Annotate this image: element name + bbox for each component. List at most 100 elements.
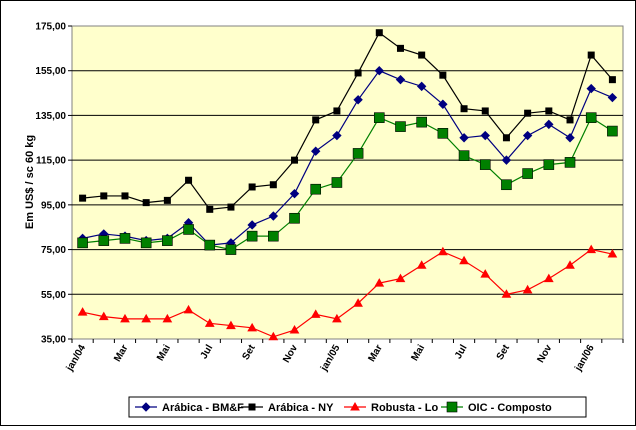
data-point — [354, 69, 362, 77]
data-point — [100, 192, 108, 200]
data-point — [502, 134, 510, 142]
data-point — [140, 237, 152, 249]
legend-marker — [350, 401, 360, 411]
data-point — [162, 235, 173, 246]
data-point — [543, 159, 555, 170]
y-axis-label: Em US$ / sc 60 kg — [24, 135, 36, 229]
legend-marker — [446, 401, 458, 413]
legend-marker — [141, 402, 151, 412]
y-tick-label: 115,00 — [36, 156, 66, 167]
data-point — [460, 105, 468, 113]
data-point — [395, 74, 406, 85]
legend-item: Robusta - Lo — [344, 401, 438, 414]
y-tick-label: 75,00 — [41, 245, 66, 256]
data-point — [458, 150, 470, 161]
legend-label: OIC - Composto — [468, 402, 552, 414]
data-point — [332, 130, 342, 141]
legend-marker — [248, 403, 256, 411]
gridlines — [72, 70, 623, 295]
data-point — [247, 220, 257, 230]
data-point — [522, 284, 533, 294]
plot-area — [71, 25, 624, 340]
data-point — [586, 83, 596, 94]
x-tick-label: Nov — [281, 343, 300, 365]
data-point — [438, 99, 448, 109]
data-point — [183, 224, 194, 235]
data-point — [142, 199, 150, 207]
data-point — [566, 116, 574, 124]
data-point — [226, 320, 236, 330]
data-point — [585, 112, 597, 123]
data-point — [375, 29, 383, 37]
data-point — [206, 205, 214, 213]
data-point — [77, 237, 88, 249]
legend-item: Arábica - BM&F — [135, 402, 244, 414]
data-point — [353, 298, 363, 307]
x-tick-label: Nov — [535, 343, 554, 365]
data-point — [481, 107, 489, 115]
data-point — [587, 51, 595, 59]
legend-label: Arábica - NY — [268, 402, 334, 414]
data-point — [289, 188, 300, 199]
data-point — [120, 313, 130, 323]
data-point — [545, 107, 553, 115]
data-point — [459, 133, 469, 143]
data-point — [98, 235, 110, 246]
data-point — [246, 230, 258, 242]
data-point — [374, 66, 384, 76]
series-layer — [77, 29, 618, 341]
data-point — [524, 109, 532, 117]
y-tick-label: 95,00 — [41, 200, 66, 211]
legend-item: Arábica - NY — [241, 402, 334, 414]
data-point — [310, 183, 322, 195]
x-axis-ticks: jan/04 Mar Mai Jul Set Nov jan/05 Mar Mai Jul Set N… — [64, 339, 624, 374]
data-point — [396, 44, 404, 52]
data-point — [204, 239, 216, 251]
data-point — [291, 156, 299, 164]
data-point — [225, 244, 237, 255]
data-point — [204, 318, 215, 327]
data-point — [459, 255, 469, 265]
data-point — [501, 155, 512, 165]
data-point — [119, 233, 131, 244]
data-point — [268, 211, 279, 221]
data-point — [185, 176, 193, 184]
series-4 — [77, 112, 618, 255]
data-point — [289, 212, 300, 224]
data-point — [608, 76, 616, 84]
data-point — [480, 269, 491, 278]
data-point — [607, 92, 618, 103]
data-point — [501, 179, 512, 191]
data-point — [312, 116, 320, 124]
data-point — [416, 260, 427, 269]
data-point — [332, 313, 342, 323]
series-3 — [77, 244, 618, 341]
data-point — [352, 148, 364, 159]
x-tick-label: Mar — [366, 343, 384, 364]
x-tick-label: Set — [495, 342, 513, 362]
x-tick-label: Mai — [155, 343, 173, 363]
data-point — [395, 273, 406, 283]
data-point — [418, 51, 426, 59]
y-tick-label: 35,00 — [41, 335, 66, 346]
data-point — [543, 273, 554, 283]
data-point — [565, 260, 575, 269]
data-point — [607, 249, 618, 258]
x-tick-label: Set — [240, 342, 258, 362]
data-point — [607, 125, 618, 137]
x-tick-label: Mar — [112, 343, 130, 364]
x-tick-label: jan/06 — [573, 343, 597, 374]
data-point — [565, 133, 575, 143]
data-point — [183, 304, 194, 314]
data-point — [268, 230, 279, 242]
x-tick-label: Jul — [199, 343, 216, 361]
y-tick-label: 155,00 — [35, 66, 66, 77]
data-point — [79, 194, 87, 202]
data-point — [163, 196, 171, 204]
data-point — [586, 244, 597, 254]
legend-label: Robusta - Lo — [371, 402, 438, 414]
data-point — [373, 112, 385, 123]
data-point — [141, 313, 152, 323]
data-point — [564, 157, 576, 168]
